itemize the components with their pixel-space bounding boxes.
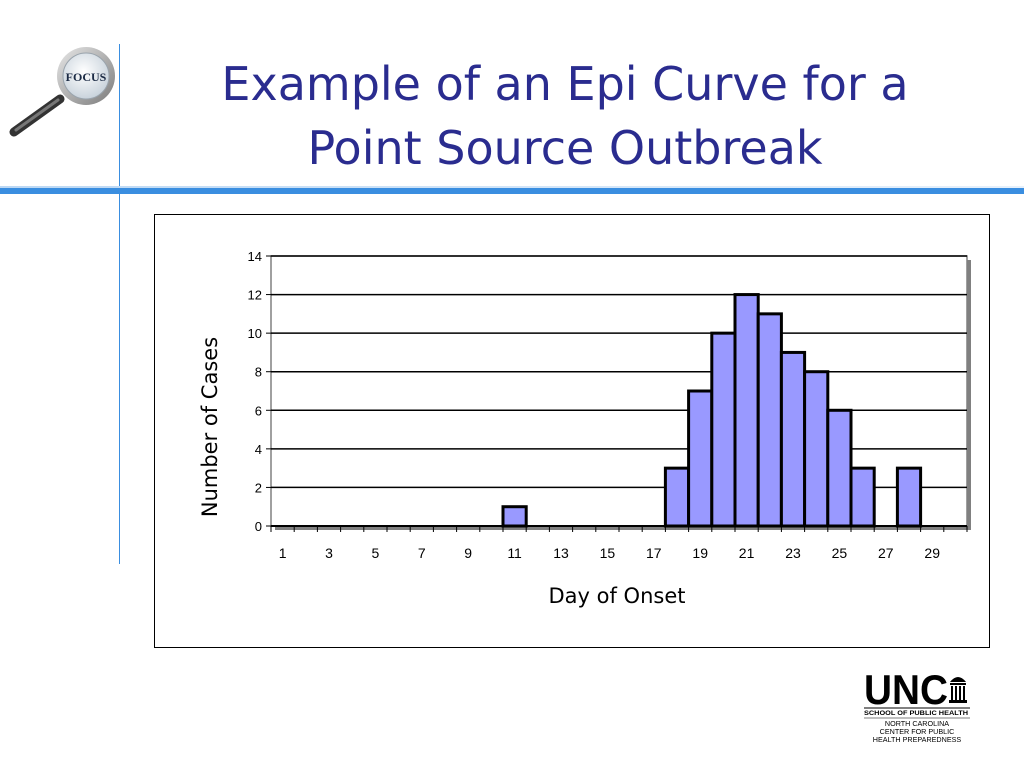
x-tick-label: 27 (878, 545, 894, 561)
bar-day-25 (826, 408, 853, 528)
x-tick-label: 3 (325, 545, 333, 561)
slide-title-line-1: Example of an Epi Curve for a (221, 57, 909, 111)
y-tick-label: 2 (255, 480, 262, 495)
unc-school-name: SCHOOL OF PUBLIC HEALTH (864, 710, 969, 717)
bar-day-22 (756, 312, 783, 528)
unc-center-line-3: HEALTH PREPAREDNESS (873, 735, 962, 744)
x-tick-label: 17 (646, 545, 662, 561)
x-tick-label: 9 (464, 545, 472, 561)
focus-label: FOCUS (66, 70, 107, 84)
y-tick-label: 0 (255, 519, 262, 534)
bar-day-21 (733, 293, 760, 528)
x-tick-label: 21 (739, 545, 755, 561)
x-tick-label: 19 (692, 545, 708, 561)
bar-day-23 (779, 350, 807, 528)
y-tick-label: 14 (248, 249, 262, 264)
unc-wordmark: UNC (864, 668, 948, 713)
y-tick-label: 8 (255, 365, 262, 380)
x-tick-label: 29 (924, 545, 940, 561)
x-tick-label: 23 (785, 545, 801, 561)
horizontal-accent-line (0, 188, 1024, 194)
y-tick-label: 4 (255, 442, 262, 457)
bars-layer (501, 293, 923, 528)
y-tick-label: 6 (255, 403, 262, 418)
old-well-icon (949, 677, 967, 703)
y-tick-label: 10 (248, 326, 262, 341)
bar-day-19 (687, 389, 714, 528)
unc-center-line-2: CENTER FOR PUBLIC (880, 727, 955, 736)
x-tick-label: 25 (832, 545, 848, 561)
slide-title-line-2: Point Source Outbreak (307, 121, 823, 175)
focus-magnifier-logo: FOCUS (9, 47, 115, 137)
x-tick-label: 1 (279, 545, 287, 561)
slide-title: Example of an Epi Curve for a Point Sour… (130, 52, 1000, 180)
bar-day-18 (663, 466, 691, 528)
y-tick-label: 12 (248, 288, 262, 303)
bar-day-28 (895, 466, 923, 528)
unc-center-line-1: NORTH CAROLINA (885, 719, 949, 728)
x-axis-title: Day of Onset (549, 584, 686, 608)
vertical-accent-line (119, 44, 120, 564)
chart-frame: 0 2 4 6 8 10 12 14 1 3 5 7 9 11 13 15 17 19 21 23 25 27 29 Day… (154, 214, 990, 648)
bar-day-11 (501, 505, 528, 528)
horizontal-accent-fade (0, 186, 1024, 188)
x-tick-label: 11 (507, 545, 522, 561)
x-tick-label: 15 (600, 545, 616, 561)
x-tick-label: 7 (418, 545, 426, 561)
bar-day-20 (710, 331, 737, 528)
x-tick-label: 13 (553, 545, 569, 561)
unc-logo: UNC SCHOOL OF PUBLIC HEALTH NORTH CAROLI… (864, 668, 970, 744)
x-tick-label: 5 (372, 545, 380, 561)
y-axis-title: Number of Cases (198, 337, 222, 517)
bar-day-24 (803, 370, 830, 528)
bar-day-26 (849, 466, 876, 528)
